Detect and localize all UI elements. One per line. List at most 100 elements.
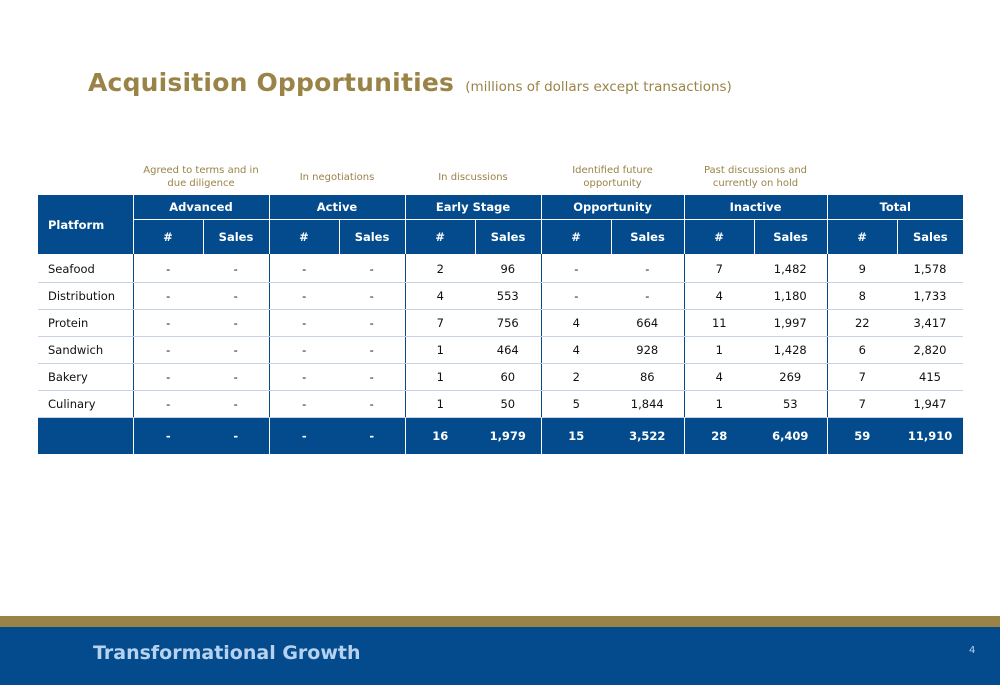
platform-cell: Bakery — [38, 363, 133, 391]
header-early-stage: Early Stage — [404, 195, 542, 220]
subheader-sales: Sales — [610, 219, 685, 254]
platform-cell: Culinary — [38, 390, 133, 418]
subheader-count: # — [540, 219, 612, 254]
sales-cell: - — [203, 336, 269, 364]
sales-cell: - — [339, 282, 406, 310]
count-cell: 4 — [683, 363, 755, 391]
platform-cell: Seafood — [38, 254, 133, 283]
sales-cell: - — [203, 282, 269, 310]
table-row: Culinary - - - -1 50 5 1,844 1 53 7 1,947 — [38, 390, 964, 418]
count-cell: 4 — [404, 282, 476, 310]
sales-cell: 1,997 — [754, 309, 828, 337]
count-cell: 22 — [826, 309, 898, 337]
count-cell: 7 — [404, 309, 476, 337]
count-cell: 1 — [404, 336, 476, 364]
sales-cell: 1,947 — [897, 390, 964, 418]
page-title: Acquisition Opportunities (millions of d… — [88, 68, 732, 97]
sales-cell: 1,482 — [754, 254, 828, 283]
sales-cell: 269 — [754, 363, 828, 391]
table-row: Seafood - - - -2 96- -7 1,482 9 1,578 — [38, 254, 964, 283]
sales-cell: 50 — [475, 390, 542, 418]
sales-cell: 3,417 — [897, 309, 964, 337]
count-cell: - — [268, 254, 339, 283]
count-cell: - — [268, 282, 339, 310]
footer-band — [0, 627, 1000, 685]
sales-cell: 6,409 — [754, 417, 828, 454]
page-number: 4 — [969, 645, 976, 656]
count-cell: 4 — [683, 282, 755, 310]
count-cell: 4 — [540, 309, 612, 337]
sales-cell: 464 — [475, 336, 542, 364]
count-cell: - — [268, 309, 339, 337]
header-total: Total — [826, 195, 964, 220]
sales-cell: - — [339, 336, 406, 364]
sales-cell: - — [203, 363, 269, 391]
platform-cell: Protein — [38, 309, 133, 337]
subheader-count: # — [268, 219, 339, 254]
subheader-count: # — [683, 219, 755, 254]
subheader-count: # — [404, 219, 476, 254]
sales-cell: - — [611, 254, 685, 283]
count-cell: 1 — [683, 390, 755, 418]
sales-cell: 756 — [475, 309, 542, 337]
subheader-sales: Sales — [474, 219, 542, 254]
sales-cell: 415 — [897, 363, 964, 391]
count-cell: 5 — [540, 390, 612, 418]
header-active: Active — [268, 195, 406, 220]
stage-note-early-stage: In discussions — [438, 171, 508, 183]
count-cell: 28 — [683, 417, 755, 454]
sales-cell: - — [339, 309, 406, 337]
header-inactive: Inactive — [683, 195, 828, 220]
count-cell: 2 — [404, 254, 476, 283]
title-subtitle: (millions of dollars except transactions… — [465, 79, 732, 95]
sales-cell: 96 — [475, 254, 542, 283]
sales-cell: 86 — [611, 363, 685, 391]
count-cell: 6 — [826, 336, 898, 364]
sales-cell: 3,522 — [611, 417, 685, 454]
footer-accent-bar — [0, 616, 1000, 627]
sales-cell: - — [339, 390, 406, 418]
count-cell: - — [132, 363, 203, 391]
count-cell: - — [268, 390, 339, 418]
sales-cell: 2,820 — [897, 336, 964, 364]
sales-cell: - — [611, 282, 685, 310]
count-cell: 59 — [826, 417, 898, 454]
opportunities-table: Platform Advanced Active Early Stage Opp… — [38, 195, 964, 454]
sales-cell: 1,733 — [897, 282, 964, 310]
sales-cell: - — [339, 363, 406, 391]
count-cell: - — [132, 254, 203, 283]
count-cell: - — [132, 417, 203, 454]
table-row: Sandwich - - - -1 464 4 928 1 1,428 6 2,820 — [38, 336, 964, 364]
sales-cell: 60 — [475, 363, 542, 391]
count-cell: - — [132, 282, 203, 310]
subheader-sales: Sales — [896, 219, 964, 254]
sales-cell: - — [203, 309, 269, 337]
sales-cell: 664 — [611, 309, 685, 337]
subheader-sales: Sales — [338, 219, 406, 254]
footer-title: Transformational Growth — [93, 642, 361, 664]
platform-cell — [38, 417, 133, 454]
header-advanced: Advanced — [132, 195, 269, 220]
sales-cell: 553 — [475, 282, 542, 310]
count-cell: - — [132, 390, 203, 418]
sales-cell: 1,844 — [611, 390, 685, 418]
sales-cell: - — [339, 417, 406, 454]
count-cell: 7 — [826, 390, 898, 418]
count-cell: 1 — [683, 336, 755, 364]
sales-cell: - — [203, 254, 269, 283]
sales-cell: 53 — [754, 390, 828, 418]
title-main: Acquisition Opportunities — [88, 68, 455, 97]
platform-cell: Distribution — [38, 282, 133, 310]
header-opportunity: Opportunity — [540, 195, 685, 220]
table-row: Protein - - - -7 756 4 664 11 1,997 22 3,417 — [38, 309, 964, 337]
sales-cell: 1,979 — [475, 417, 542, 454]
sales-cell: - — [203, 417, 269, 454]
subheader-sales: Sales — [202, 219, 269, 254]
stage-note-active: In negotiations — [299, 171, 375, 183]
count-cell: 2 — [540, 363, 612, 391]
count-cell: 1 — [404, 390, 476, 418]
stage-note-inactive: Past discussions and currently on hold — [703, 165, 808, 189]
stage-note-advanced: Agreed to terms and in due diligence — [143, 165, 259, 189]
sales-cell: - — [339, 254, 406, 283]
stage-note-opportunity: Identified future opportunity — [572, 165, 653, 189]
